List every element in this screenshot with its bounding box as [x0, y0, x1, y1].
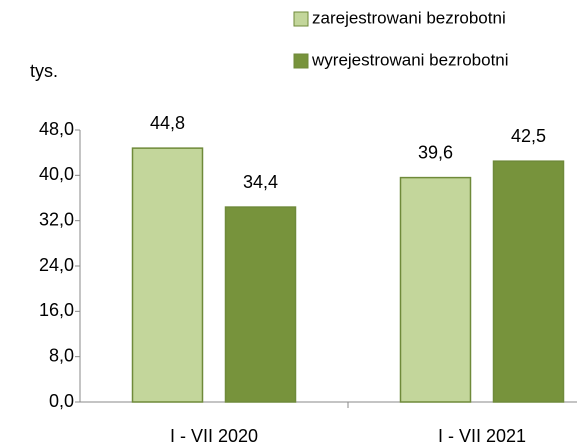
y-tick-label: 40,0 — [39, 164, 74, 184]
value-label: 44,8 — [150, 113, 185, 133]
bar — [492, 160, 565, 403]
y-axis-label: tys. — [30, 61, 58, 81]
legend-swatch — [293, 11, 309, 27]
y-tick-label: 24,0 — [39, 255, 74, 275]
legend-swatch — [293, 53, 309, 69]
x-tick-label: I - VII 2020 — [170, 426, 258, 446]
y-tick-label: 8,0 — [49, 345, 74, 365]
y-tick-label: 32,0 — [39, 209, 74, 229]
y-tick-label: 16,0 — [39, 300, 74, 320]
y-tick-label: 48,0 — [39, 119, 74, 139]
value-label: 42,5 — [511, 126, 546, 146]
y-tick-label: 0,0 — [49, 391, 74, 411]
x-tick-label: I - VII 2021 — [438, 426, 526, 446]
bar — [131, 147, 204, 403]
value-label: 34,4 — [243, 172, 278, 192]
legend-label: zarejestrowani bezrobotni — [312, 8, 506, 27]
bar — [224, 206, 297, 403]
bar — [399, 176, 472, 403]
legend-label: wyrejestrowani bezrobotni — [311, 50, 509, 69]
value-label: 39,6 — [418, 142, 453, 162]
